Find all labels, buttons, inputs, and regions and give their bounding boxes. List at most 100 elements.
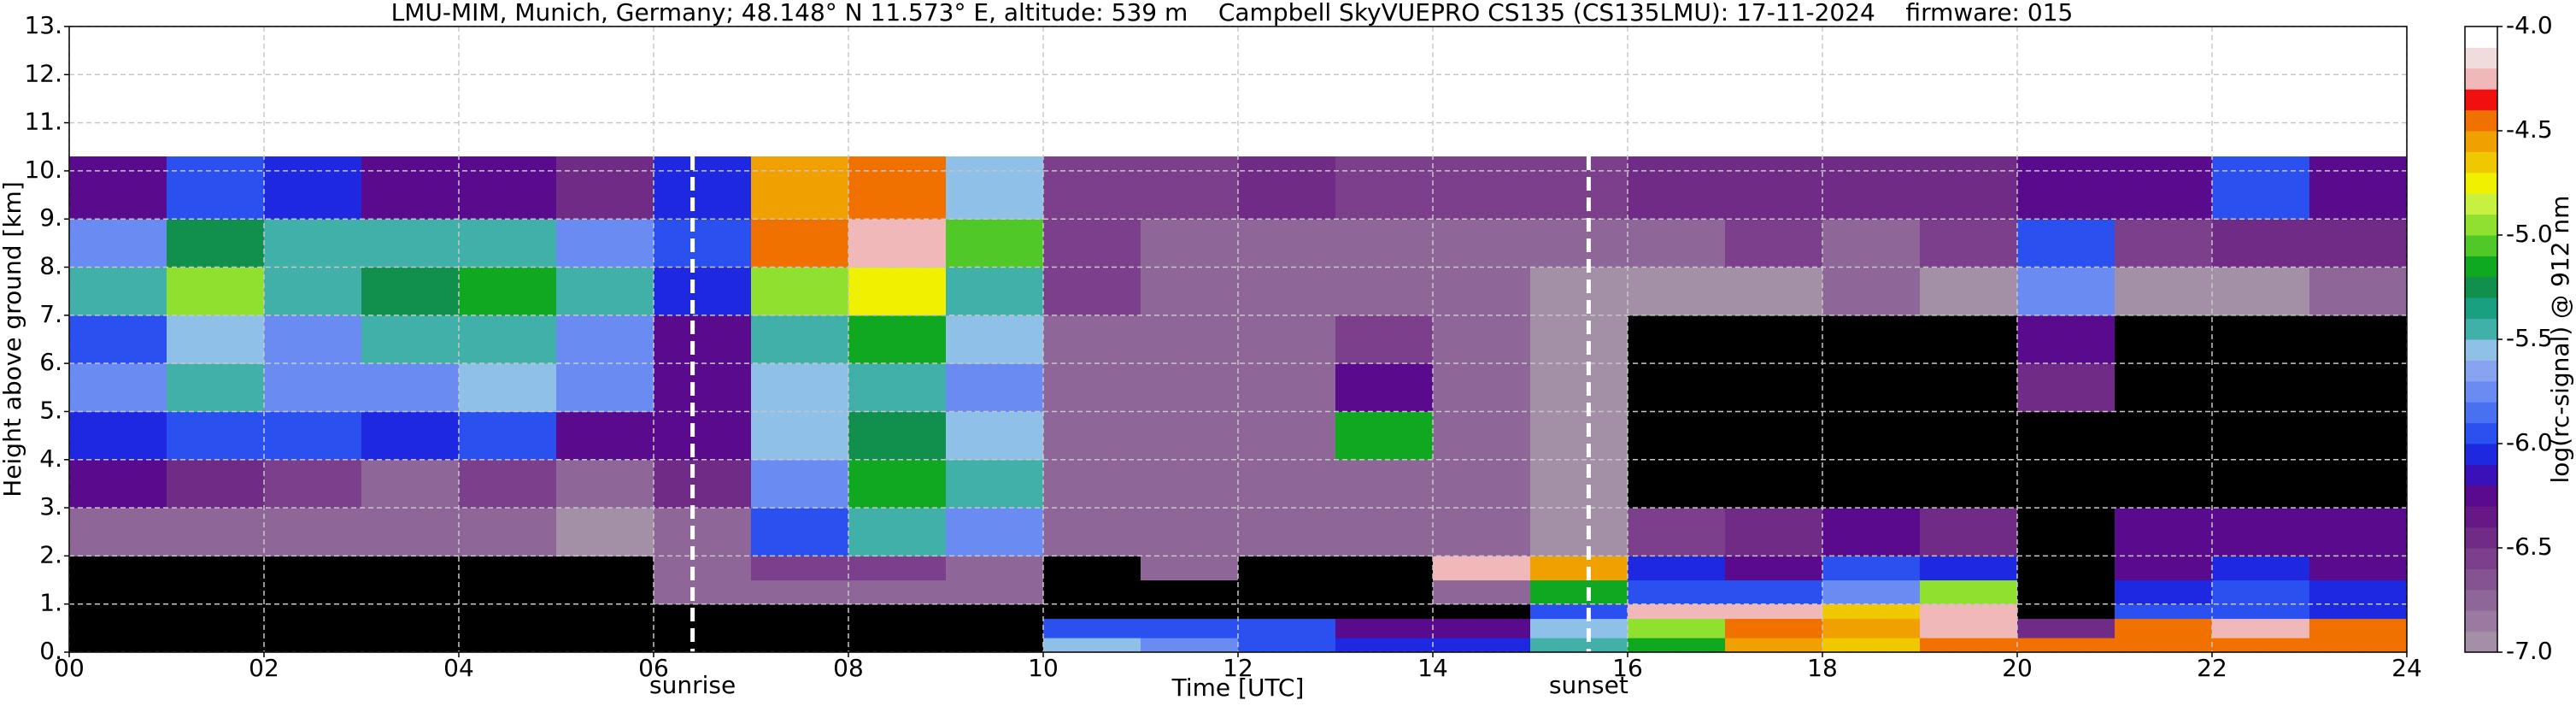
heatmap-cell [1725, 508, 1823, 556]
heatmap-cell [2309, 156, 2408, 220]
heatmap-cell [167, 267, 265, 316]
heatmap-cell [1335, 603, 1434, 620]
heatmap-cell [556, 638, 654, 653]
heatmap-cell [2309, 638, 2408, 653]
colorbar-swatch [2465, 506, 2497, 528]
heatmap-cell [167, 603, 265, 620]
heatmap-cell [1628, 508, 1726, 556]
heatmap-cell [848, 459, 947, 509]
heatmap-cell [1335, 556, 1434, 581]
x-tick-label: 08 [833, 654, 864, 682]
colorbar-swatch [2465, 360, 2497, 382]
heatmap-cell [1141, 508, 1239, 556]
heatmap-cell [361, 618, 460, 638]
heatmap-cell [1628, 363, 1726, 412]
colorbar-swatch [2465, 464, 2497, 486]
heatmap-cell [654, 411, 752, 461]
x-axis-label: Time [UTC] [1171, 674, 1305, 702]
colorbar-swatch [2465, 109, 2497, 132]
heatmap-cell [1822, 459, 1921, 509]
heatmap-cell [459, 411, 557, 461]
heatmap-cell [556, 219, 654, 268]
heatmap-cell [167, 315, 265, 364]
heatmap-cell [264, 618, 362, 638]
heatmap-cell [848, 363, 947, 412]
heatmap-cell [1433, 267, 1531, 316]
y-tick-label: 6. [39, 348, 62, 376]
colorbar-swatch [2465, 214, 2497, 236]
heatmap-cell [556, 508, 654, 556]
heatmap-cell [751, 638, 849, 653]
y-tick-label: 9. [39, 203, 62, 232]
heatmap-cell [1628, 580, 1726, 605]
x-tick-label: 06 [638, 654, 669, 682]
heatmap-cell [1335, 580, 1434, 605]
colorbar-swatch [2465, 235, 2497, 256]
heatmap-cell [1433, 411, 1531, 461]
heatmap-cell [459, 508, 557, 556]
heatmap-cell [2115, 580, 2213, 605]
heatmap-cell [946, 603, 1044, 620]
heatmap-cell [1335, 363, 1434, 412]
heatmap-cell [1822, 580, 1921, 605]
colorbar-swatch [2465, 339, 2497, 361]
plot-frame [68, 26, 2408, 653]
heatmap-cell [459, 156, 557, 220]
x-tick-label: 00 [54, 654, 85, 682]
heatmap-cell [1628, 315, 1726, 364]
y-tick-label: 3. [39, 492, 62, 521]
heatmap-cell [1725, 580, 1823, 605]
colorbar-swatch [2465, 256, 2497, 278]
heatmap-cell [1043, 156, 1141, 220]
y-tick-label: 13. [24, 11, 62, 39]
heatmap-cell [654, 556, 752, 581]
heatmap-cell [1530, 603, 1628, 620]
heatmap-cell [946, 618, 1044, 638]
heatmap-cell [1920, 459, 2018, 509]
heatmap-cell [2212, 363, 2310, 412]
heatmap-cell [1433, 580, 1531, 605]
y-tick-label: 0. [39, 637, 62, 665]
heatmap-cell [2309, 267, 2408, 316]
heatmap-cell [2017, 638, 2115, 653]
heatmap-cell [1530, 363, 1628, 412]
heatmap-cell [556, 315, 654, 364]
heatmap-cell [654, 219, 752, 268]
heatmap-cell [848, 315, 947, 364]
annotation-label: sunset [1549, 671, 1628, 699]
heatmap-cell [1433, 219, 1531, 268]
heatmap-cell [1141, 556, 1239, 581]
heatmap-cell [1920, 618, 2018, 638]
heatmap-cell [1238, 315, 1336, 364]
heatmap-cell [848, 618, 947, 638]
heatmap-cell [69, 638, 167, 653]
colorbar-swatch [2465, 276, 2497, 298]
heatmap-cell [69, 459, 167, 509]
heatmap-cell [69, 508, 167, 556]
colorbar-swatch [2465, 485, 2497, 507]
heatmap-cell [1530, 411, 1628, 461]
heatmap-cell [1725, 411, 1823, 461]
y-tick-label: 1. [39, 589, 62, 617]
heatmap-cell [1238, 508, 1336, 556]
heatmap-cell [751, 508, 849, 556]
heatmap-cell [1335, 459, 1434, 509]
heatmap-cell [1822, 411, 1921, 461]
heatmap-cell [1822, 315, 1921, 364]
colorbar-swatch [2465, 68, 2497, 90]
heatmap-cell [1822, 219, 1921, 268]
y-tick-label: 12. [24, 59, 62, 87]
colorbar-swatch [2465, 402, 2497, 424]
heatmap-cell [654, 638, 752, 653]
heatmap-cell [1725, 315, 1823, 364]
heatmap-cell [2309, 411, 2408, 461]
heatmap-cell [751, 411, 849, 461]
heatmap-cell [2212, 411, 2310, 461]
heatmap-cell [1920, 411, 2018, 461]
heatmap-cell [1141, 267, 1239, 316]
heatmap-cell [848, 411, 947, 461]
x-tick-label: 18 [1807, 654, 1838, 682]
y-tick-label: 11. [24, 108, 62, 136]
heatmap-cell [459, 556, 557, 581]
heatmap-cell [1141, 156, 1239, 220]
